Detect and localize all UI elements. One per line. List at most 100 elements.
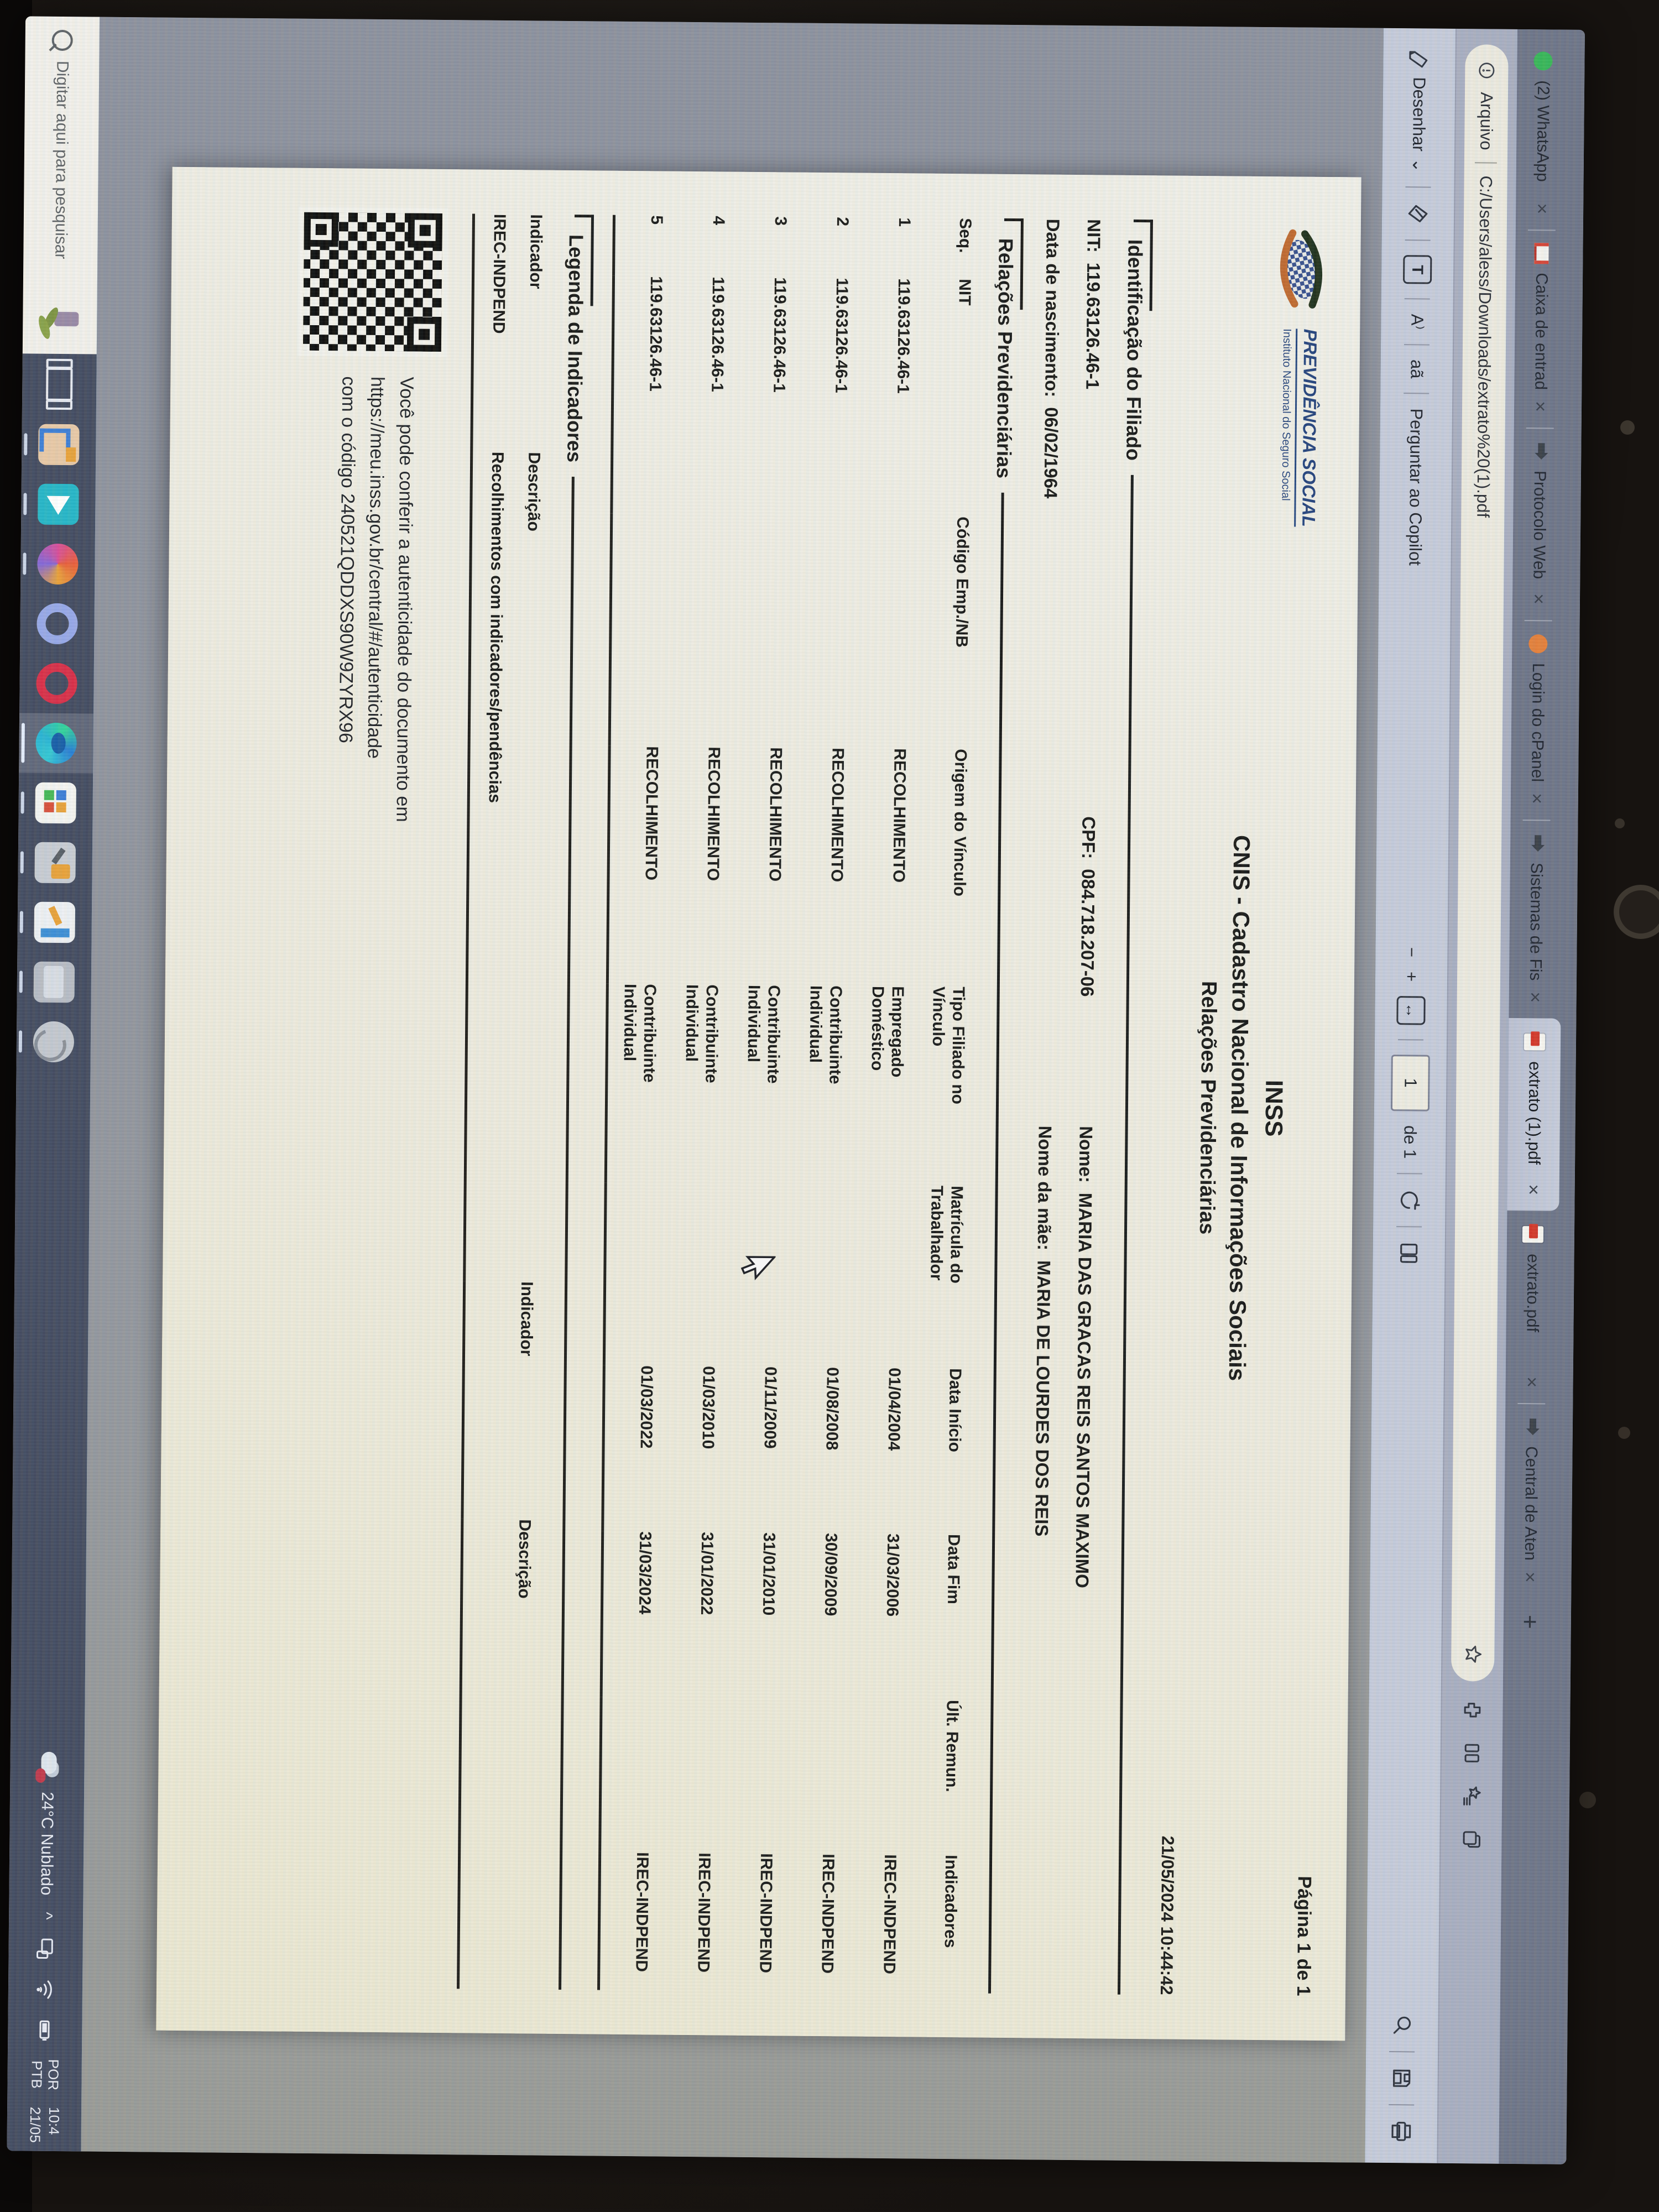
mouse-cursor [736, 1253, 777, 1282]
battery-icon[interactable] [33, 2018, 57, 2042]
relations-table: Seq. NIT Código Emp./NB Origem do Víncul… [597, 215, 975, 1994]
tab-sistemas[interactable]: Sistemas de Fis × [1509, 820, 1562, 1019]
tab-label: Login do cPanel [1528, 662, 1548, 782]
tab-central-atendimento[interactable]: Central de Aten × [1504, 1403, 1557, 1598]
section-rule [988, 493, 1004, 1994]
col-origem: Origem do Vínculo [950, 749, 971, 897]
beige-app-icon [38, 424, 80, 466]
tab-close-icon[interactable]: × [1526, 792, 1548, 805]
legend-col-indicador: Indicador [517, 1281, 536, 1357]
address-bar-row: Arquivo C:/Users/aless/Downloads/extrato… [1438, 28, 1518, 2164]
page-number-input[interactable]: 1 [1390, 1054, 1430, 1112]
cpf-value: 084.718.207-06 [1077, 869, 1099, 997]
whatsapp-icon [1532, 50, 1553, 71]
language-indicator[interactable]: POR PTB [28, 2059, 62, 2091]
favorites-list-icon[interactable] [1457, 1782, 1486, 1811]
favorite-star-icon[interactable] [1462, 1644, 1483, 1665]
taskbar-apps [16, 414, 96, 1072]
tab-protocolo-web[interactable]: Protocolo Web × [1512, 427, 1566, 620]
print-icon[interactable] [1390, 2120, 1413, 2143]
section-legenda: Legenda de Indicadores Indicador Descriç… [457, 213, 594, 1990]
zoom-out-button[interactable]: − [1402, 947, 1422, 958]
taskbar-app-photos[interactable] [20, 534, 95, 594]
tab-close-icon[interactable]: × [1523, 1184, 1545, 1196]
save-icon[interactable] [1390, 2067, 1413, 2090]
pdf-toolbar: Desenhar ⌄ T A⁾ aã Perguntar ao Copilot … [1365, 28, 1457, 2163]
globe-app-icon [33, 1021, 75, 1063]
tab-extrato-1-pdf-active[interactable]: extrato (1).pdf × [1507, 1018, 1561, 1211]
search-document-icon[interactable] [1390, 2013, 1413, 2037]
tab-close-icon[interactable]: × [1531, 203, 1553, 215]
taskbar-app-media-player[interactable] [21, 474, 96, 534]
tab-close-icon[interactable]: × [1530, 400, 1551, 413]
tab-label: extrato (1).pdf [1525, 1061, 1544, 1165]
tab-close-icon[interactable]: × [1525, 992, 1546, 1003]
file-icon [1479, 62, 1495, 79]
taskbar-app-paint[interactable] [17, 892, 92, 952]
collections-icon[interactable] [1457, 1825, 1485, 1854]
blue-ring-app-icon [36, 603, 78, 645]
rotate-button[interactable] [1397, 1188, 1421, 1212]
tab-login-cpanel[interactable]: Login do cPanel × [1511, 620, 1564, 820]
site-icon [1521, 1416, 1542, 1437]
tab-whatsapp[interactable]: (2) WhatsApp × [1516, 37, 1569, 230]
address-bar[interactable]: Arquivo C:/Users/aless/Downloads/extrato… [1451, 44, 1509, 1682]
birth-label: Data de nascimento: [1041, 218, 1064, 398]
extensions-puzzle-icon[interactable] [1458, 1695, 1486, 1724]
taskbar-app-ring[interactable] [20, 593, 95, 654]
split-screen-icon[interactable] [1458, 1739, 1486, 1767]
col-indicadores: Indicadores [941, 1854, 961, 1948]
tab-label: Caixa de entrad [1531, 273, 1551, 390]
weather-widget[interactable]: 24°C Nublado [34, 1752, 59, 1896]
highlight-eraser-icon[interactable] [1406, 202, 1430, 226]
taskbar-clock[interactable]: 10:4 21/05 [27, 2106, 62, 2143]
search-box[interactable]: Digitar aqui para pesquisar [22, 16, 100, 354]
divider [1474, 162, 1497, 164]
taskbar-app-store[interactable] [18, 773, 93, 833]
device-monitor-icon[interactable] [33, 1936, 58, 1960]
col-data-fim: Data Fim [944, 1534, 963, 1604]
draw-button[interactable]: Desenhar ⌄ [1407, 48, 1431, 173]
tab-label: Protocolo Web [1530, 470, 1550, 580]
tab-label: (2) WhatsApp [1533, 80, 1553, 182]
store-app-icon [35, 782, 77, 824]
wifi-icon[interactable] [33, 1977, 58, 2001]
hidden-icons-chevron[interactable]: ^ [37, 1912, 56, 1920]
nit-value: 119.63126.46-1 [1082, 262, 1104, 390]
legend-col-indicador: Indicador [526, 214, 546, 289]
taskbar-app-globe[interactable] [16, 1011, 91, 1072]
zoom-in-button[interactable]: + [1401, 971, 1422, 982]
taskbar-app-edge-active[interactable] [19, 713, 94, 774]
ask-copilot-button[interactable]: Perguntar ao Copilot [1405, 408, 1427, 566]
bokeh-dot [1579, 1792, 1596, 1808]
add-text-button[interactable]: T [1402, 255, 1432, 285]
windows-taskbar: Digitar aqui para pesquisar 24°C Nublado [7, 16, 100, 2152]
section-relacoes: Relações Previdenciárias Seq. NIT Código… [597, 215, 1024, 1994]
col-tipo: Tipo Filiado no Vínculo [929, 986, 968, 1105]
read-aloud-button[interactable]: A⁾ [1407, 314, 1427, 330]
tab-close-icon[interactable]: × [1519, 1571, 1541, 1583]
auth-line-3: com o código 240521QDDXS90W9ZYRX96 [335, 376, 359, 744]
toolbox-app-icon [34, 842, 76, 884]
mother-value: MARIA DE LOURDES DOS REIS [1031, 1260, 1055, 1537]
translate-button[interactable]: aã [1407, 359, 1427, 379]
taskbar-app-beige[interactable] [22, 414, 96, 474]
task-view-button[interactable] [22, 353, 97, 415]
taskbar-app-opera[interactable] [19, 653, 94, 713]
tab-close-icon[interactable]: × [1528, 593, 1550, 605]
col-ult-remun: Últ. Remun. [942, 1699, 962, 1792]
tab-extrato-pdf[interactable]: extrato.pdf × [1505, 1211, 1559, 1404]
tab-close-icon[interactable]: × [1521, 1376, 1543, 1388]
auth-line-1: Você pode conferir a autenticidade do do… [392, 377, 418, 822]
new-tab-button[interactable]: + [1516, 1614, 1543, 1629]
auth-line-2: https://meu.inss.gov.br/central/#/autent… [363, 376, 388, 759]
pdf-viewport[interactable]: PREVIDÊNCIA SOCIAL Instituto Nacional do… [81, 17, 1384, 2163]
taskbar-app-tools[interactable] [18, 832, 92, 893]
taskbar-app-wallet[interactable] [17, 952, 91, 1012]
fit-to-width-button[interactable]: ↔ [1396, 995, 1426, 1025]
tab-caixa-de-entrada[interactable]: Caixa de entrad × [1514, 229, 1568, 427]
pdf-file-icon [1524, 1031, 1546, 1052]
photos-pinwheel-icon [37, 543, 79, 585]
logo-subtitle: Instituto Nacional do Seguro Social [1278, 328, 1297, 527]
page-view-button[interactable] [1397, 1241, 1420, 1265]
